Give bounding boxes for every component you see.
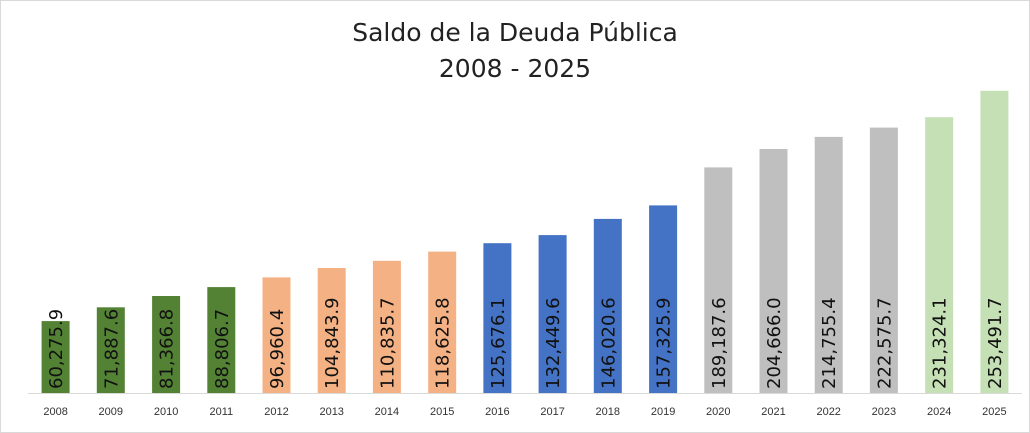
bar-2021 [759,149,788,393]
chart-subtitle: 2008 - 2025 [438,54,592,83]
data-label-2024: 231,324.1 [930,297,951,389]
bar-2018 [593,218,622,393]
data-label-2012: 96,960.4 [267,309,288,389]
tick-label-2011: 2011 [209,406,233,418]
bar-2013 [317,268,346,393]
data-label-2025: 253,491.7 [985,297,1006,389]
data-label-2017: 132,449.6 [543,297,564,389]
chart-title: Saldo de la Deuda Pública [352,18,678,47]
bar-2011 [207,287,236,393]
data-label-2010: 81,366.8 [157,309,178,389]
bar-2012 [262,277,291,393]
data-label-2009: 71,887.6 [101,309,122,389]
data-label-2021: 204,666.0 [764,297,785,389]
tick-label-2016: 2016 [485,406,509,418]
tick-label-2023: 2023 [872,406,896,418]
bar-2009 [96,307,125,393]
data-label-2019: 157,325.9 [654,297,675,389]
tick-label-2012: 2012 [264,406,288,418]
bar-2008 [41,321,70,393]
tick-label-2008: 2008 [43,406,67,418]
tick-label-2014: 2014 [375,406,399,418]
bars-group [41,90,1009,394]
tick-label-2018: 2018 [596,406,620,418]
tick-label-2025: 2025 [982,406,1006,418]
data-labels-group: 60,275.9 71,887.6 81,366.8 88,806.7 96,960.4… [46,297,1006,389]
bar-2016 [483,243,512,393]
tick-label-2022: 2022 [816,406,840,418]
bar-2022 [814,136,843,393]
data-label-2016: 125,676.1 [488,297,509,389]
bar-2025 [980,90,1009,394]
bar-2019 [649,205,678,393]
tick-label-2010: 2010 [154,406,178,418]
bar-2024 [925,117,954,393]
tick-label-2015: 2015 [430,406,454,418]
tick-label-2024: 2024 [927,406,951,418]
tick-label-2019: 2019 [651,406,675,418]
tick-label-2020: 2020 [706,406,730,418]
data-label-2013: 104,843.9 [322,297,343,389]
tick-label-2017: 2017 [540,406,564,418]
bar-2014 [372,260,401,393]
bar-2017 [538,235,567,393]
data-label-2022: 214,755.4 [819,297,840,389]
bar-2010 [152,296,181,393]
tick-label-2013: 2013 [319,406,343,418]
data-label-2008: 60,275.9 [46,309,67,389]
bar-2023 [869,127,898,393]
chart-title-block: Saldo de la Deuda Pública 2008 - 2025 [1,15,1029,87]
data-label-2018: 146,020.6 [598,297,619,389]
data-label-2015: 118,625.8 [433,297,454,389]
tick-label-2009: 2009 [99,406,123,418]
data-label-2023: 222,575.7 [874,297,895,389]
data-label-2020: 189,187.6 [709,297,730,389]
data-label-2014: 110,835.7 [377,297,398,389]
bar-2020 [704,167,733,393]
data-label-2011: 88,806.7 [212,309,233,389]
tick-labels-group: 2008 2009 2010 2011 2012 2013 2014 2015 2016 2017… [43,406,1006,418]
tick-label-2021: 2021 [761,406,785,418]
bar-2015 [428,251,457,393]
